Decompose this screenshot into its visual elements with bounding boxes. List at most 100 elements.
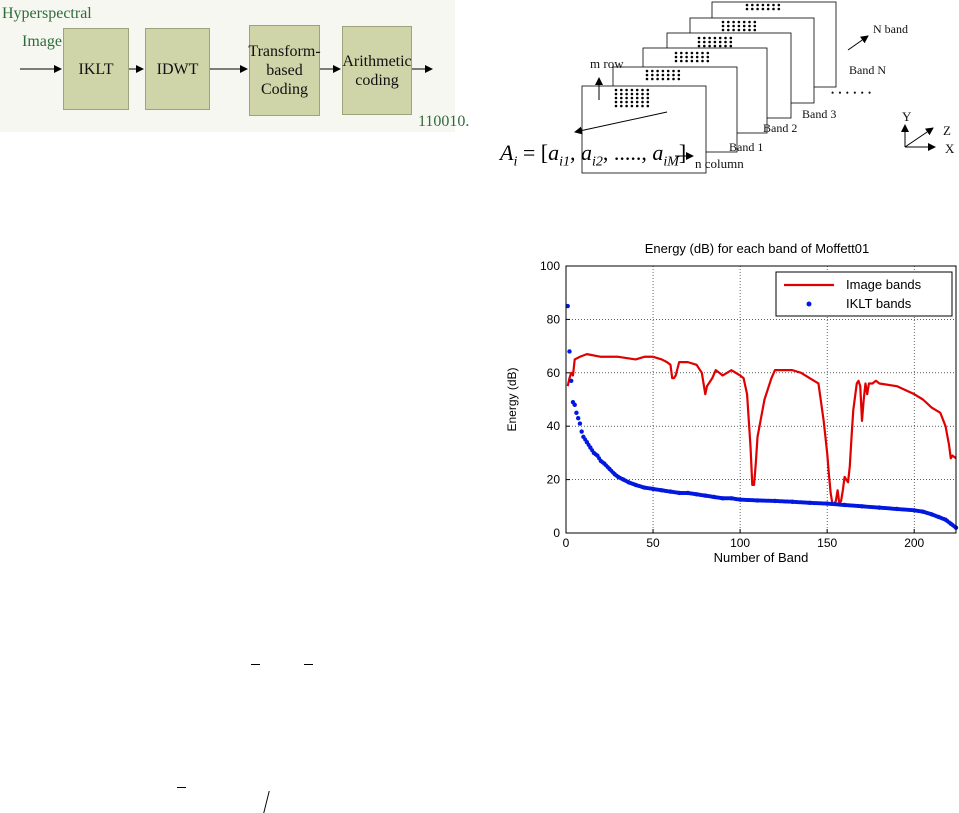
band-3-label: Band 3	[802, 107, 837, 121]
pixel-dot	[732, 28, 735, 32]
output-bitstream-label: 110010.	[418, 113, 470, 130]
iklt-band-point	[910, 508, 915, 513]
pixel-dot	[718, 40, 722, 44]
pixel-dot	[641, 96, 644, 100]
iklt-band-point	[658, 488, 663, 493]
pixel-dot	[748, 24, 751, 28]
pixel-dot	[630, 100, 634, 104]
spectral-vector-formula: Ai = [ai1, ai2, ....., aiM]	[500, 140, 686, 170]
x-tick-label: 200	[904, 536, 924, 550]
pixel-dot	[706, 59, 710, 63]
n-column-label: n column	[695, 156, 744, 171]
pixel-dot	[661, 73, 665, 77]
iklt-band-point	[806, 500, 811, 505]
pixel-dot	[777, 7, 781, 11]
pixel-dot	[772, 3, 775, 7]
pixel-dot	[635, 92, 639, 96]
axis-x-label: X	[945, 141, 955, 156]
iklt-band-point	[619, 476, 624, 481]
pixel-dot	[748, 20, 751, 24]
input-label-line2: Image	[22, 33, 62, 50]
pixel-dot	[614, 88, 618, 92]
pixel-dot	[625, 88, 628, 92]
pixel-dot	[651, 77, 654, 81]
iklt-band-point	[666, 489, 671, 494]
pixel-dot	[761, 3, 765, 7]
iklt-band-point	[575, 415, 581, 421]
arithmetic-coding-block: Arithmetic coding	[342, 26, 412, 115]
iklt-band-point	[718, 496, 723, 501]
iklt-band-point	[605, 465, 610, 470]
pixel-dot	[756, 7, 759, 11]
pixel-dot	[661, 69, 665, 73]
pixel-dot	[703, 44, 706, 48]
axis-z-label: Z	[943, 123, 951, 138]
pixel-dot	[727, 28, 730, 32]
band-n-label: Band N	[849, 63, 886, 77]
pixel-dot	[695, 55, 699, 59]
y-axis-label: Energy (dB)	[505, 367, 519, 431]
formula-text: Ai = [ai1, ai2, ....., aiM]	[500, 140, 687, 170]
iklt-band-point	[771, 498, 776, 503]
slash-fragment	[263, 791, 270, 813]
pixel-dot	[729, 44, 733, 48]
pixel-dot	[706, 51, 710, 55]
pixel-dot	[646, 88, 650, 92]
x-tick-label: 150	[817, 536, 837, 550]
iklt-band-point	[753, 498, 758, 503]
idwt-block: IDWT	[145, 28, 210, 110]
overbar-fragment-1	[251, 664, 260, 665]
chart-title: Energy (dB) for each band of Moffett01	[644, 241, 870, 256]
iklt-band-point	[593, 452, 598, 457]
pixel-dot	[703, 36, 706, 40]
iklt-band-point	[624, 479, 629, 484]
pixel-dot	[656, 77, 659, 81]
y-tick-label: 80	[547, 312, 561, 326]
iklt-band-point	[710, 494, 715, 499]
pixel-dot	[751, 3, 754, 7]
pixel-dot	[721, 24, 725, 28]
pixel-dot	[630, 88, 634, 92]
pixel-dot	[620, 100, 623, 104]
iklt-band-point	[840, 502, 845, 507]
transform-coding-label: Transform- based Coding	[248, 43, 321, 98]
pixel-dot	[724, 36, 727, 40]
pixel-dot	[635, 100, 639, 104]
pixel-dot	[742, 28, 746, 32]
iklt-band-point	[788, 499, 793, 504]
y-tick-label: 20	[547, 473, 561, 487]
pixel-dot	[729, 36, 733, 40]
x-tick-label: 50	[646, 536, 660, 550]
pixel-dot	[724, 44, 727, 48]
pixel-dot	[666, 77, 670, 81]
pixel-dot	[656, 69, 659, 73]
pixel-dot	[753, 20, 757, 24]
pixel-dot	[729, 40, 733, 44]
pixel-dot	[772, 7, 775, 11]
iklt-band-point	[614, 473, 619, 478]
pixel-dot	[677, 77, 681, 81]
pixel-dot	[777, 3, 781, 7]
pixel-dot	[641, 92, 644, 96]
iklt-band-point	[590, 448, 595, 453]
iklt-band-point	[692, 492, 697, 497]
iklt-band-point	[565, 303, 570, 309]
band-1-sheet	[581, 85, 707, 174]
pixel-dot	[690, 59, 694, 63]
iklt-band-point	[701, 493, 706, 498]
pixel-dot	[635, 96, 639, 100]
pixel-dot	[761, 7, 765, 11]
band-ellipsis: • • • • • •	[831, 88, 873, 98]
iklt-band-point	[611, 470, 616, 475]
pixel-dot	[697, 40, 701, 44]
iklt-band-point	[941, 516, 946, 521]
pixel-dot	[685, 55, 688, 59]
pixel-dot	[748, 28, 751, 32]
iklt-band-point	[934, 514, 939, 519]
pixel-dot	[614, 100, 618, 104]
pixel-dot	[666, 69, 670, 73]
pixel-dot	[630, 104, 634, 108]
pixel-dot	[703, 40, 706, 44]
axis-z-line	[904, 127, 934, 148]
pixel-dot	[614, 96, 618, 100]
